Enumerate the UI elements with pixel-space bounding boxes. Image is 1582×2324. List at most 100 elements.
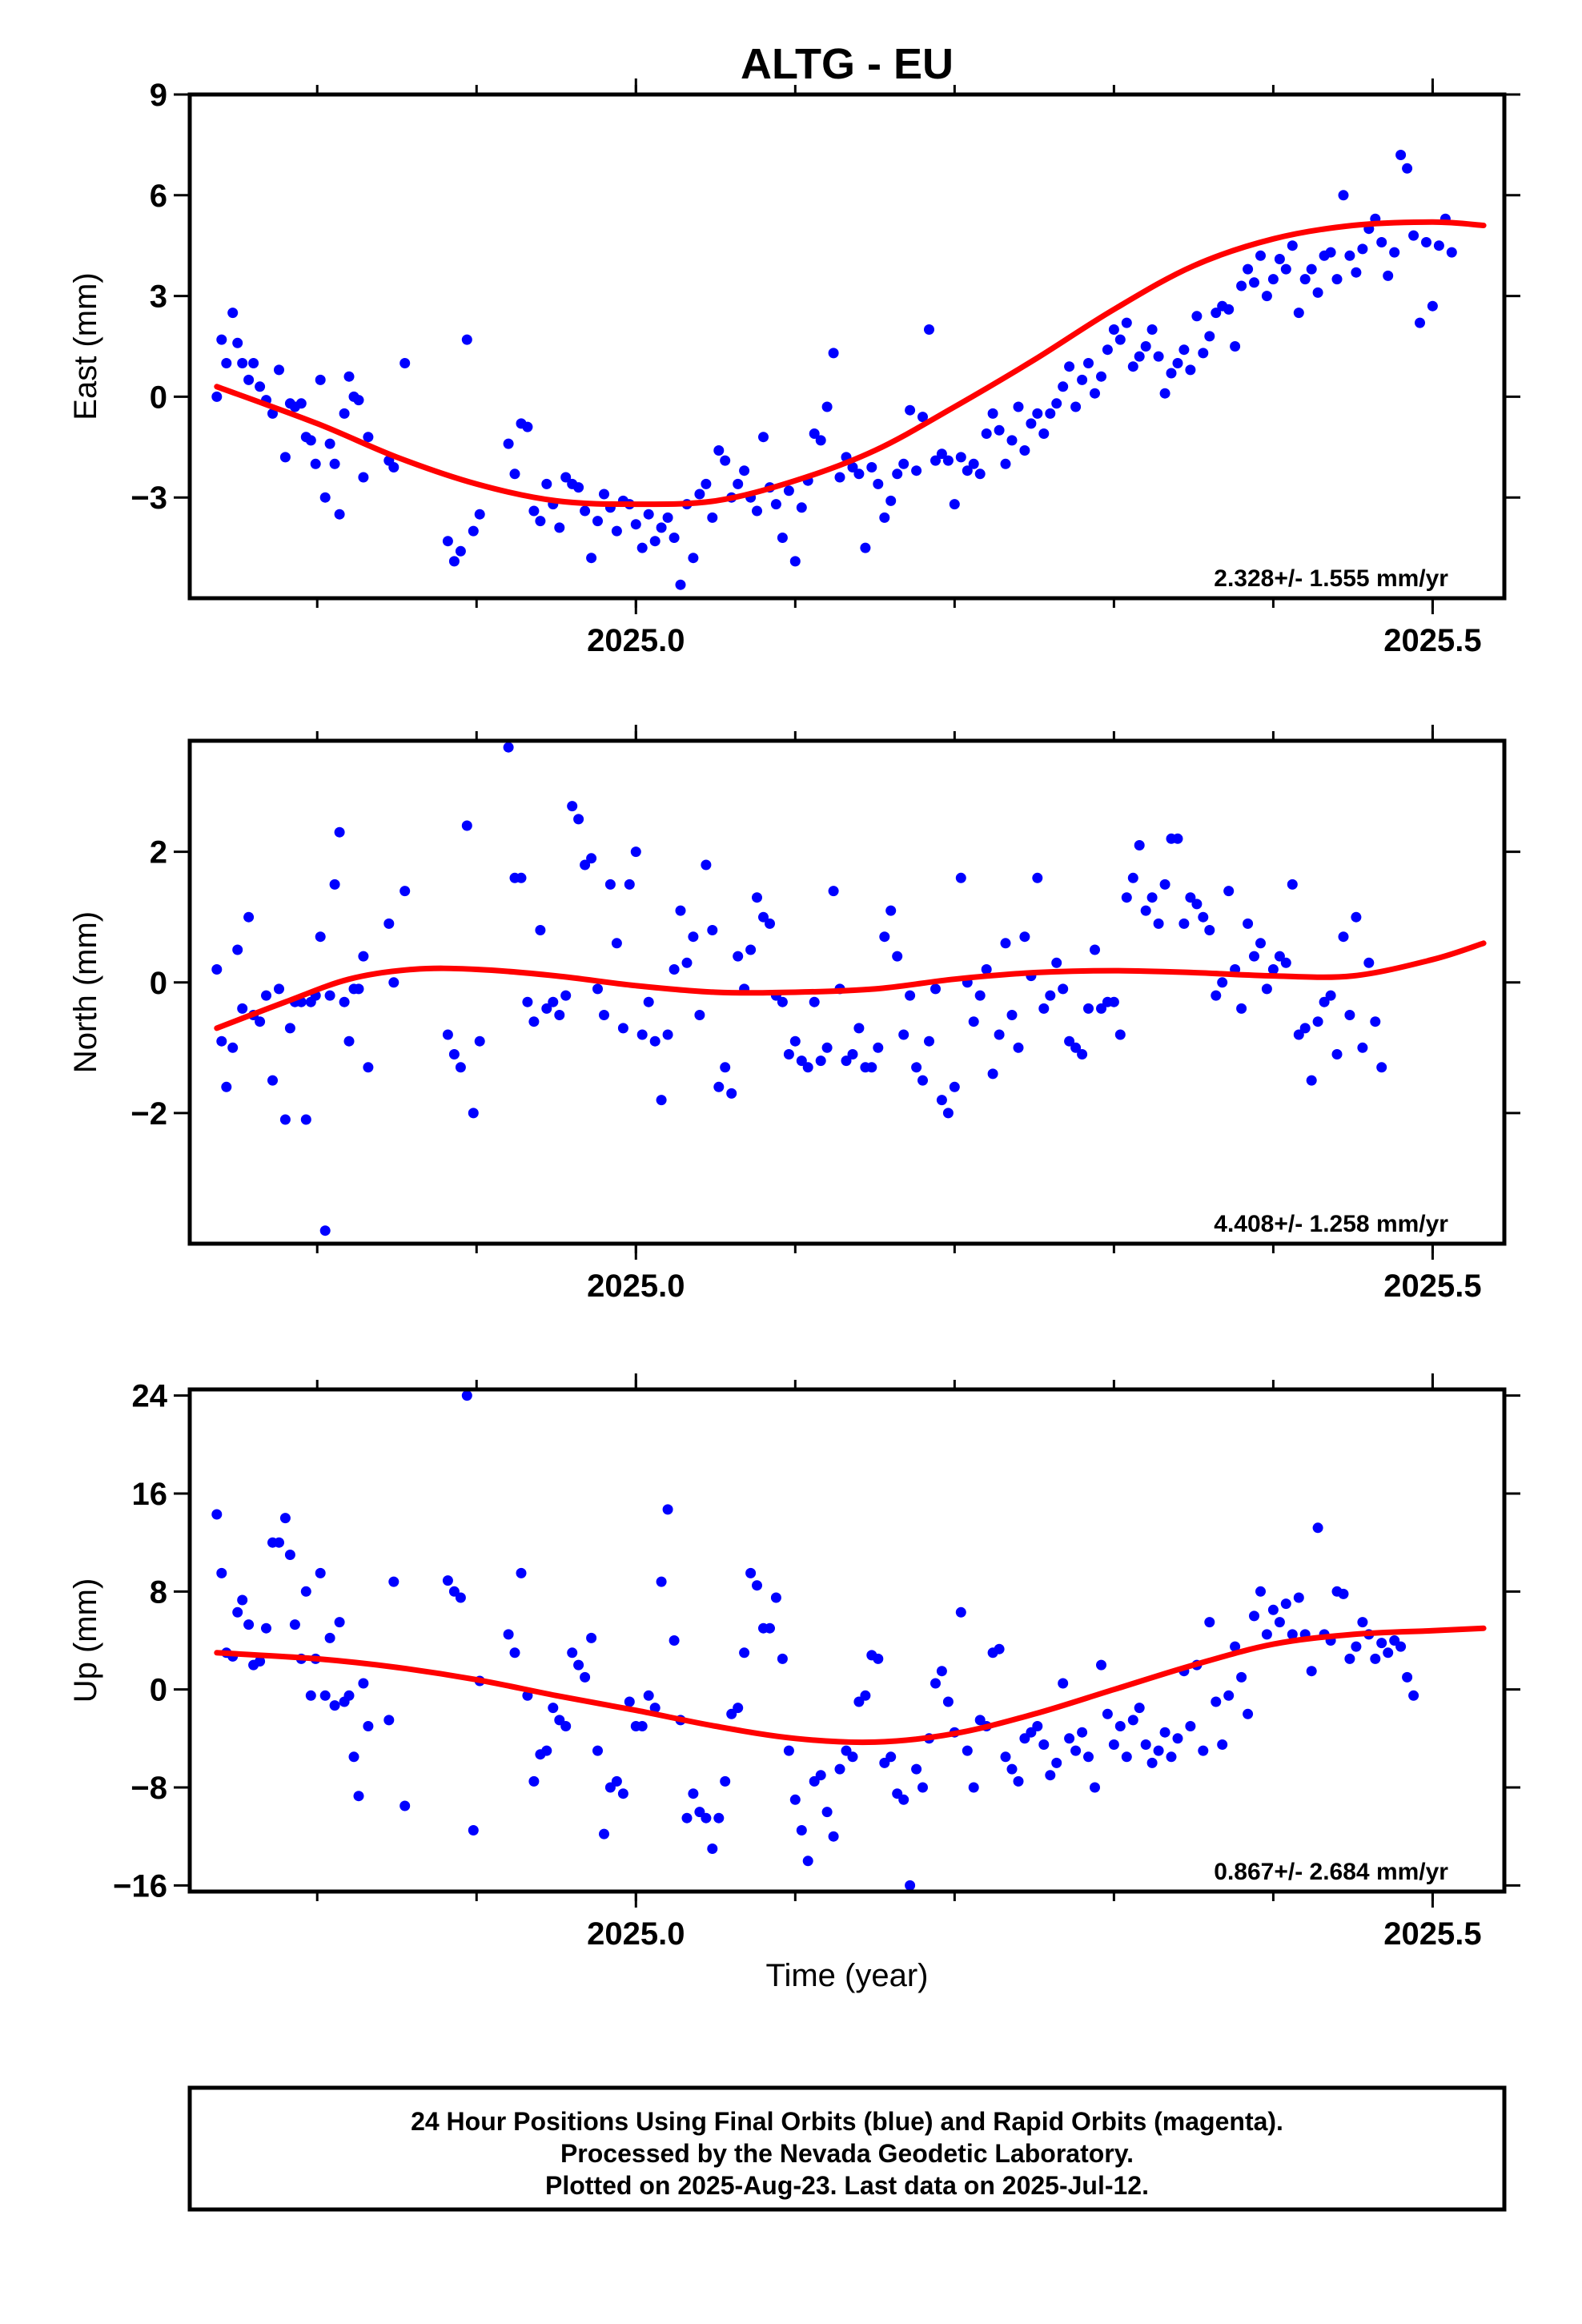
- data-point: [739, 1647, 750, 1659]
- data-point: [554, 522, 565, 533]
- data-point: [232, 337, 243, 348]
- data-point: [1299, 274, 1311, 285]
- data-point: [1306, 1075, 1317, 1086]
- data-point: [821, 1807, 833, 1818]
- data-point: [1402, 163, 1413, 174]
- data-point: [1249, 1610, 1259, 1622]
- data-point: [243, 911, 255, 923]
- y-tick-label: 16: [132, 1477, 168, 1512]
- data-point: [1408, 1690, 1419, 1701]
- data-point: [503, 742, 514, 753]
- data-point: [289, 1619, 300, 1630]
- data-point: [1433, 240, 1444, 251]
- data-point: [1166, 368, 1177, 379]
- data-point: [834, 1763, 845, 1775]
- data-point: [227, 1042, 239, 1053]
- data-point: [348, 1751, 359, 1763]
- data-point: [1051, 1757, 1062, 1768]
- data-point: [221, 358, 232, 368]
- data-point: [237, 358, 248, 368]
- data-point: [448, 1049, 460, 1059]
- data-point: [1338, 1588, 1349, 1599]
- data-point: [930, 455, 941, 466]
- data-point: [1127, 1715, 1138, 1726]
- data-point: [713, 445, 725, 456]
- data-point: [535, 925, 546, 935]
- data-point: [662, 512, 673, 523]
- data-point: [1038, 428, 1050, 439]
- data-point: [1127, 872, 1138, 883]
- data-point: [783, 1049, 794, 1059]
- data-point: [745, 1567, 757, 1578]
- data-point: [834, 472, 845, 483]
- y-tick-label: −8: [130, 1771, 167, 1806]
- data-point: [1446, 247, 1457, 258]
- data-point: [1108, 324, 1119, 335]
- data-point: [1058, 983, 1069, 995]
- data-point: [541, 1745, 552, 1756]
- data-point: [1204, 925, 1215, 935]
- data-point: [1096, 1659, 1106, 1671]
- data-point: [388, 462, 400, 472]
- data-point: [994, 1029, 1005, 1040]
- data-point: [237, 1003, 248, 1014]
- y-axis-label: East (mm): [68, 272, 103, 420]
- data-point: [261, 990, 271, 1001]
- plot-area: [211, 742, 1487, 1236]
- data-point: [400, 1800, 411, 1811]
- data-point: [1058, 381, 1069, 392]
- data-point: [261, 1622, 271, 1634]
- data-point: [1045, 408, 1056, 419]
- data-point: [1408, 230, 1419, 241]
- data-point: [885, 905, 897, 916]
- data-point: [237, 1594, 248, 1606]
- data-point: [300, 1586, 311, 1597]
- data-point: [1134, 351, 1145, 362]
- data-point: [1038, 1003, 1050, 1014]
- plot-frame: [187, 1387, 1507, 1894]
- data-point: [319, 1690, 331, 1701]
- data-point: [1090, 388, 1100, 399]
- data-point: [669, 964, 680, 975]
- plot-area: [211, 150, 1487, 590]
- data-point: [649, 1035, 661, 1047]
- data-point: [1114, 334, 1126, 345]
- fit-curve: [214, 1625, 1487, 1746]
- data-point: [911, 1763, 922, 1775]
- data-point: [879, 512, 890, 523]
- data-point: [284, 1023, 295, 1034]
- data-point: [669, 1635, 680, 1646]
- data-point: [1274, 254, 1285, 264]
- data-point: [752, 505, 762, 517]
- data-point: [1243, 918, 1254, 929]
- fit-curve: [214, 940, 1487, 1031]
- data-point: [216, 1035, 227, 1047]
- data-point: [987, 408, 998, 419]
- data-point: [474, 509, 485, 520]
- data-point: [548, 996, 559, 1007]
- data-point: [962, 1745, 973, 1756]
- data-point: [1000, 458, 1011, 469]
- data-point: [1198, 911, 1209, 923]
- data-point: [1121, 317, 1132, 328]
- data-point: [442, 536, 453, 547]
- data-point: [707, 1844, 718, 1854]
- data-point: [968, 458, 979, 469]
- data-point: [1064, 361, 1075, 372]
- data-point: [343, 1690, 355, 1701]
- data-point: [1255, 938, 1266, 949]
- data-point: [1299, 1023, 1311, 1034]
- data-point: [796, 1825, 807, 1835]
- data-point: [1102, 1708, 1113, 1719]
- data-point: [1312, 1016, 1323, 1027]
- data-point: [1261, 291, 1272, 302]
- data-point: [669, 533, 680, 543]
- data-point: [1134, 1703, 1145, 1714]
- data-point: [509, 1647, 520, 1659]
- data-point: [777, 996, 788, 1007]
- data-point: [1395, 150, 1407, 160]
- data-point: [1223, 1690, 1235, 1701]
- data-point: [319, 492, 331, 503]
- data-point: [617, 1788, 628, 1799]
- data-point: [905, 1880, 916, 1891]
